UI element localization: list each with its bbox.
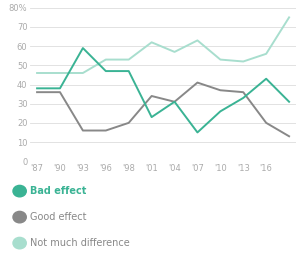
- Text: Bad effect: Bad effect: [30, 186, 87, 196]
- Text: Not much difference: Not much difference: [30, 238, 130, 248]
- Text: Good effect: Good effect: [30, 212, 87, 222]
